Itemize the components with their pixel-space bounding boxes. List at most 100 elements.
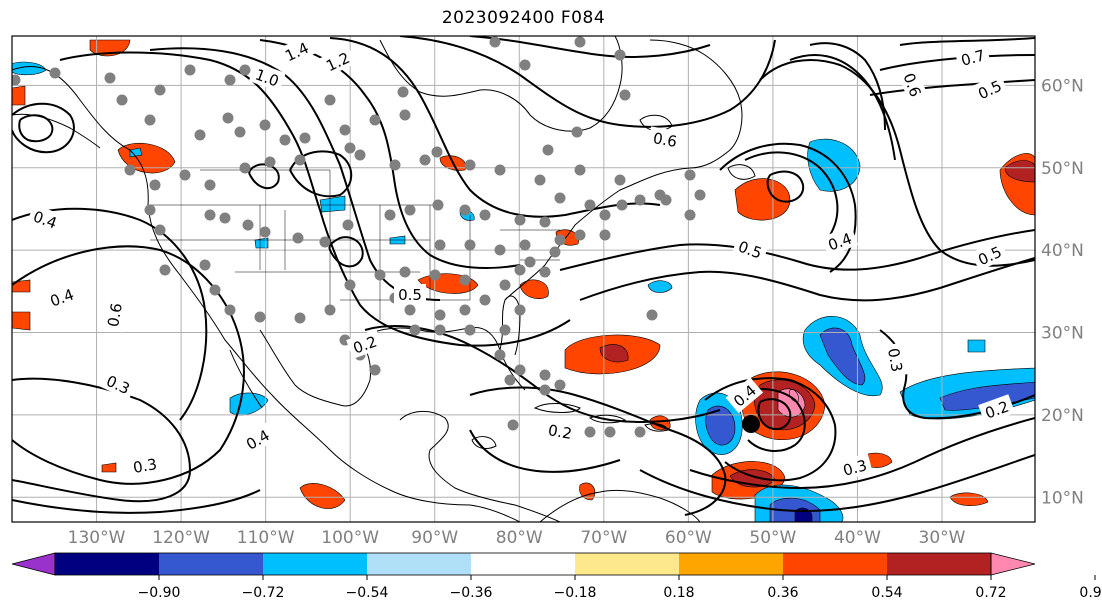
station-dot — [259, 226, 271, 238]
coastline — [12, 113, 101, 149]
contour-label-bg — [836, 453, 873, 481]
station-dot — [292, 232, 304, 244]
contour-line — [789, 54, 896, 161]
station-dot — [369, 114, 381, 126]
station-dot — [519, 239, 531, 251]
longitude-label: 30°W — [919, 528, 966, 548]
station-dot — [184, 64, 196, 76]
colorbar-box — [55, 553, 159, 575]
longitude-label: 80°W — [496, 528, 543, 548]
longitude-label: 110°W — [237, 528, 295, 548]
anomaly-shading — [12, 39, 1035, 522]
contour-label: 0.7 — [959, 46, 987, 70]
colorbar-box — [783, 553, 887, 575]
contour-label: 0.3 — [884, 347, 906, 374]
anomaly-region — [519, 279, 549, 299]
longitude-label: 90°W — [411, 528, 458, 548]
contour-label: 0.5 — [398, 286, 422, 304]
station-dot — [599, 229, 611, 241]
contour-label-bg — [127, 452, 163, 478]
station-dot — [574, 164, 586, 176]
station-dot — [539, 266, 551, 278]
contour-label-bg — [821, 226, 859, 256]
contour-line — [12, 207, 208, 421]
station-dot — [124, 164, 136, 176]
station-dot — [459, 204, 471, 216]
colorbar-tick-label: 0.72 — [975, 585, 1006, 601]
station-dot — [194, 129, 206, 141]
latitude-label: 40°N — [1041, 241, 1084, 261]
station-dot — [524, 256, 536, 268]
anomaly-region — [101, 462, 117, 473]
station-dot — [434, 239, 446, 251]
station-dot — [144, 114, 156, 126]
station-dot — [514, 364, 526, 376]
station-dot — [539, 216, 551, 228]
anomaly-region — [949, 492, 989, 506]
colorbar-tick-label: −0.18 — [554, 585, 597, 601]
coastline — [499, 295, 521, 356]
colorbar-frame — [54, 552, 992, 576]
station-dot — [554, 192, 566, 204]
station-dot — [684, 169, 696, 181]
colorbar-arrow-high — [990, 552, 1036, 576]
station-dot — [239, 162, 251, 174]
coastline — [539, 489, 701, 522]
contour-label-bg — [238, 422, 277, 456]
station-dot — [514, 214, 526, 226]
contour-label-bg — [99, 368, 138, 400]
map-title: 2023092400 F084 — [441, 8, 606, 28]
contour-line — [759, 59, 1035, 267]
contour-line — [899, 37, 1035, 46]
latitude-label: 10°N — [1041, 488, 1084, 508]
anomaly-region — [12, 311, 31, 331]
station-dot — [634, 426, 646, 438]
colorbar-tick-label: 0.90 — [1079, 585, 1102, 601]
latitude-label: 20°N — [1041, 406, 1084, 426]
station-dot — [434, 324, 446, 336]
station-dot — [599, 209, 611, 221]
station-dot — [549, 246, 561, 258]
contour-label-bg — [43, 282, 81, 312]
station-dot — [494, 349, 506, 361]
station-dot — [294, 154, 306, 166]
station-dot — [432, 199, 444, 211]
station-dot — [279, 134, 291, 146]
contour-line — [12, 102, 75, 154]
longitude-label: 130°W — [68, 528, 126, 548]
contour-line — [248, 163, 280, 190]
latitude-labels: 10°N 20°N 30°N 40°N 50°N 60°N — [1041, 76, 1084, 508]
station-dot — [409, 324, 421, 336]
anomaly-region — [12, 61, 47, 76]
station-dot — [299, 132, 311, 144]
station-dot — [319, 236, 331, 248]
contour-line — [328, 236, 364, 268]
colorbar-box — [367, 553, 471, 575]
station-dot — [242, 219, 254, 231]
contour-label: 0.6 — [652, 129, 679, 151]
station-dot — [399, 266, 411, 278]
colorbar: −0.90 −0.72 −0.54 −0.36 −0.18 0.18 0.36 0.54 0.7… — [11, 552, 1102, 601]
coastline — [379, 36, 623, 132]
contour-line — [12, 489, 261, 514]
station-dot — [234, 126, 246, 138]
station-dot — [179, 169, 191, 181]
station-dot — [344, 279, 356, 291]
contour-label-bg — [542, 418, 578, 444]
contour-label-bg — [970, 73, 1009, 105]
contour-label-bg — [647, 126, 683, 152]
station-dots — [12, 36, 706, 438]
station-dot — [49, 67, 61, 79]
station-dot — [104, 72, 116, 84]
station-dot — [479, 209, 491, 221]
longitude-labels: 130°W 120°W 110°W 100°W 90°W 80°W 70°W 60°W 50°W… — [68, 528, 966, 548]
contour-label-bg — [954, 43, 991, 71]
station-dot — [404, 304, 416, 316]
station-dot — [397, 86, 409, 98]
station-dot — [434, 309, 446, 321]
colorbar-box — [679, 553, 783, 575]
contour-label: 0.6 — [104, 302, 126, 329]
station-dot — [514, 264, 526, 276]
station-dot — [404, 204, 416, 216]
station-dot — [369, 364, 381, 376]
